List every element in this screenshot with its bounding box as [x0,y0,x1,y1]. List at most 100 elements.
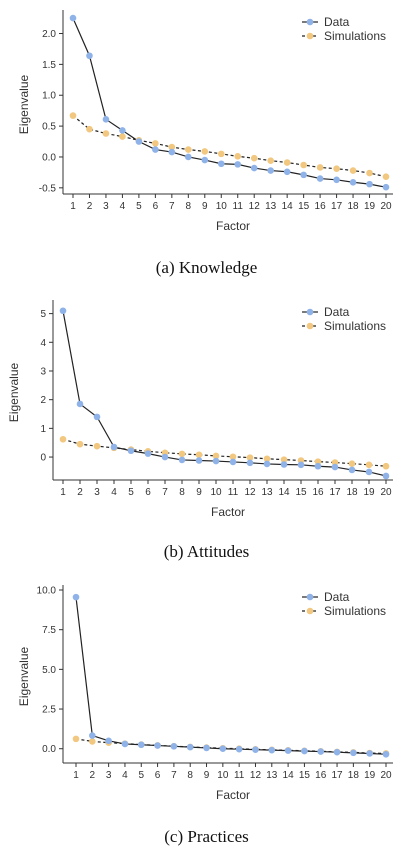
practices-scree-plot: 0.02.55.07.510.01 2 3 4 5 6 7 8 9 10 11 12 13 14 15 16 1… [17,585,393,802]
x-tick-label: 19 [364,201,376,212]
data-point-simulations [59,435,67,443]
data-point-simulations [212,452,220,460]
knowledge-panel: -0.5 0.0 0.5 1.0 1.5 2.0 1 2 3 4 5 6 7 8 9 10 11 12 13 14 15… [0,0,413,285]
data-point-simulations [267,157,274,164]
data-point-simulations [300,161,307,169]
x-tick-label: 4 [120,201,126,212]
data-point-simulations [93,442,101,450]
x-tick-label: 1 [70,201,76,212]
data-point-data [201,156,209,164]
data-point-data [217,160,225,168]
data-point-simulations [263,455,271,463]
data-point-data [300,171,307,179]
series-line-data [75,597,387,755]
y-tick-label: 10.0 [37,586,57,597]
data-point-data [229,458,237,466]
y-tick-label: 5 [40,309,46,320]
data-point-data [212,457,220,465]
x-tick-label: 10 [217,770,229,781]
x-tick-label: 16 [312,487,324,498]
data-point-simulations [229,453,237,461]
practices-caption: (c) Practices [164,827,249,846]
data-point-data [333,176,340,184]
x-tick-label: 20 [380,487,392,498]
data-point-data [333,748,341,756]
y-tick-label: 4 [40,338,46,349]
data-point-data [234,161,242,168]
data-point-data [178,456,186,464]
legend-label: Simulations [324,319,386,333]
data-point-data [252,746,259,753]
x-axis-label: Factor [211,505,245,519]
data-point-data [349,178,357,186]
data-point-simulations [119,133,126,140]
data-point-data [331,463,339,471]
x-tick-label: 4 [122,770,128,781]
x-axis-label: Factor [216,219,250,233]
x-tick-label: 13 [266,770,278,781]
x-tick-label: 5 [128,487,134,498]
data-point-data [348,466,356,474]
data-point-data [93,413,101,421]
data-point-data [135,138,143,145]
y-axis-label: Eigenvalue [17,646,31,706]
x-tick-label: 11 [234,770,245,781]
data-point-data [170,743,178,750]
data-point-data [154,742,161,749]
data-point-data [119,127,126,134]
legend-label: Data [324,15,350,29]
legend-label: Simulations [324,604,386,618]
data-point-data [301,747,308,755]
data-point-simulations [89,738,96,745]
data-point-data [250,164,258,172]
practices-panel: 0.0 2.5 5.0 7.5 10.0 1 2 3 4 5 6 7 8 9 10 11 12 13 14 15 16 1… [0,575,413,856]
x-tick-label: 16 [315,201,327,212]
data-point-simulations [333,165,340,172]
x-tick-label: 20 [380,201,392,212]
data-point-data [203,744,210,752]
data-point-data [195,457,203,464]
x-tick-label: 12 [249,201,261,212]
legend-marker [306,593,314,601]
x-tick-label: 5 [136,201,142,212]
data-point-data [314,462,322,470]
data-point-data [235,745,243,753]
attitudes-panel: 0 1 2 3 4 5 1 2 3 4 5 6 7 8 9 10 11 12 13 14 15 16 17 18 19 20 Fac… [0,290,413,575]
x-tick-label: 1 [60,487,66,498]
y-tick-label: -0.5 [39,183,57,194]
x-tick-label: 11 [228,487,239,498]
data-point-data [76,400,84,408]
data-point-simulations [76,440,84,448]
data-point-data [382,183,390,191]
x-tick-label: 14 [283,770,295,781]
x-tick-label: 18 [348,770,360,781]
data-point-data [168,148,176,156]
x-tick-label: 16 [315,770,327,781]
data-point-simulations [246,454,254,461]
x-tick-label: 18 [347,201,359,212]
data-point-data [267,167,274,174]
x-tick-label: 9 [204,770,210,781]
x-tick-label: 8 [187,770,193,781]
data-point-simulations [382,173,390,181]
y-tick-label: 0.0 [42,152,56,163]
x-tick-label: 2 [90,770,96,781]
y-tick-label: 2 [40,395,46,406]
data-point-data [110,443,118,451]
data-point-simulations [331,459,339,466]
y-tick-label: 0 [40,453,46,464]
y-axis-label: Eigenvalue [7,362,21,422]
data-point-simulations [102,130,110,137]
data-point-data [127,447,135,455]
x-tick-label: 8 [186,201,192,212]
x-tick-label: 14 [282,201,294,212]
data-point-simulations [201,148,209,155]
data-point-simulations [178,450,186,458]
x-tick-label: 15 [295,487,307,498]
data-point-data [268,746,276,754]
legend-marker [306,18,314,26]
data-point-data [316,175,324,182]
data-point-data [152,146,159,153]
x-tick-label: 17 [331,770,343,781]
